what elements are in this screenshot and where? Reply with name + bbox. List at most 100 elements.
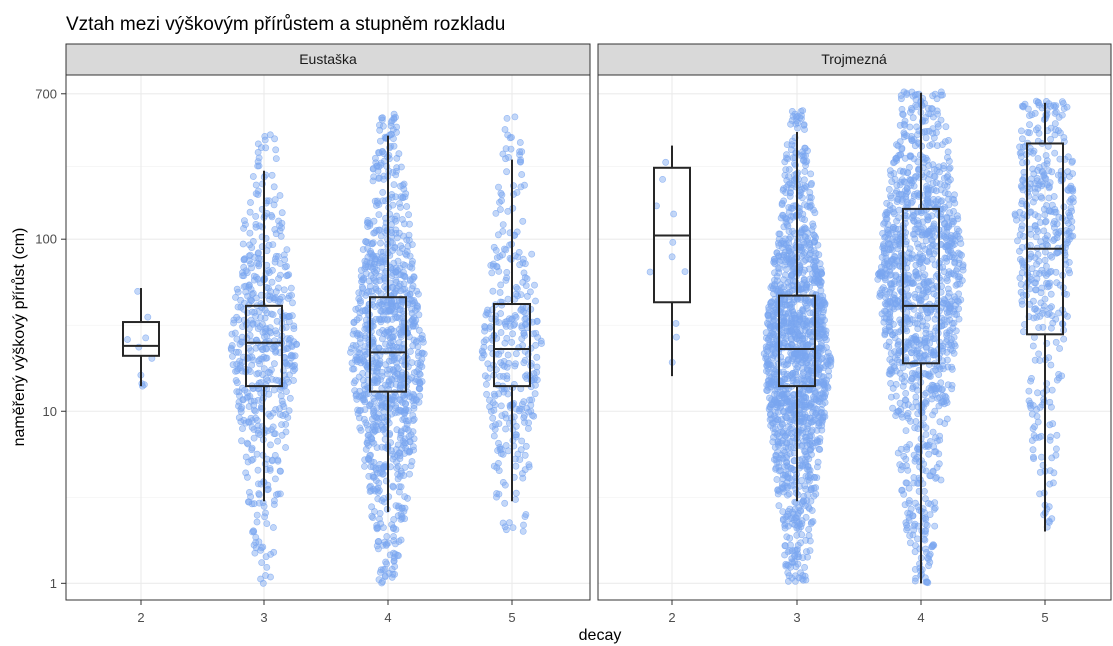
data-point [793,531,801,539]
data-point [515,407,523,415]
data-point [806,189,814,196]
data-point [406,348,414,355]
data-point [394,462,402,470]
data-point [801,564,808,571]
data-point [253,511,261,519]
data-point [1038,194,1046,202]
data-point [937,88,945,96]
data-point [233,313,240,321]
data-point [521,451,529,459]
data-point [806,434,813,441]
data-point [943,257,951,265]
data-point [776,467,783,475]
data-point [263,354,271,362]
data-point [902,356,910,364]
data-point [910,279,917,287]
data-point [820,306,828,314]
data-point [764,355,771,363]
data-point [282,428,290,436]
data-point [1038,453,1045,461]
data-point [1019,259,1026,267]
data-point [770,290,777,298]
data-point [499,221,507,228]
data-point [787,349,795,357]
data-point [956,250,964,258]
data-point [940,165,947,172]
data-point [238,404,246,411]
data-point [792,320,800,327]
data-point [801,176,808,184]
data-point [391,570,398,578]
data-point [375,226,383,234]
data-point [516,139,524,146]
data-point [362,238,369,245]
data-point [484,360,492,368]
data-point [1060,134,1068,141]
data-point [289,299,296,307]
data-point [506,322,514,330]
data-point [808,226,816,234]
data-point [249,173,257,180]
data-point [911,190,918,198]
data-point [399,392,407,400]
data-point [276,260,284,267]
data-point [392,402,400,410]
data-point [254,187,262,195]
data-point [781,300,789,308]
data-point [243,473,251,481]
data-point [400,220,408,228]
data-point [360,276,367,284]
data-point [251,308,258,316]
data-point [941,189,949,197]
data-point [955,259,963,267]
x-tick-label: 4 [384,610,391,625]
data-point [407,462,415,470]
data-point [765,368,773,376]
data-point [362,445,370,453]
data-point [927,500,935,508]
data-point [282,323,290,331]
data-point [528,250,536,258]
data-point [272,252,280,260]
data-point [1028,111,1036,119]
data-point [276,222,283,229]
data-point [948,341,956,349]
data-point [894,449,902,457]
data-point [811,275,819,283]
data-point [800,241,808,248]
data-point [534,333,542,341]
data-point [922,495,929,503]
data-point [771,375,778,383]
data-point [1027,253,1035,260]
data-point [398,216,406,223]
data-point [492,246,500,254]
data-point [502,526,510,534]
data-point [783,252,791,260]
data-point [818,342,825,350]
data-point [285,318,293,326]
data-point [900,133,908,141]
data-point [948,363,955,371]
data-point [810,247,818,255]
data-point [1046,436,1054,444]
data-point [888,178,896,185]
data-point [798,520,806,527]
data-point [355,373,363,381]
x-tick-label: 3 [260,610,267,625]
data-point [235,398,243,406]
data-point [1030,453,1037,461]
data-point [376,515,383,523]
data-point [1019,135,1026,143]
data-point [943,348,951,356]
data-point [517,158,524,166]
data-point [1051,224,1058,231]
data-point [768,329,776,337]
data-point [383,533,391,540]
data-point [254,275,262,283]
data-point [912,268,920,276]
data-point [805,265,813,273]
data-point [270,548,278,556]
data-point [943,277,951,285]
data-point [243,394,251,402]
